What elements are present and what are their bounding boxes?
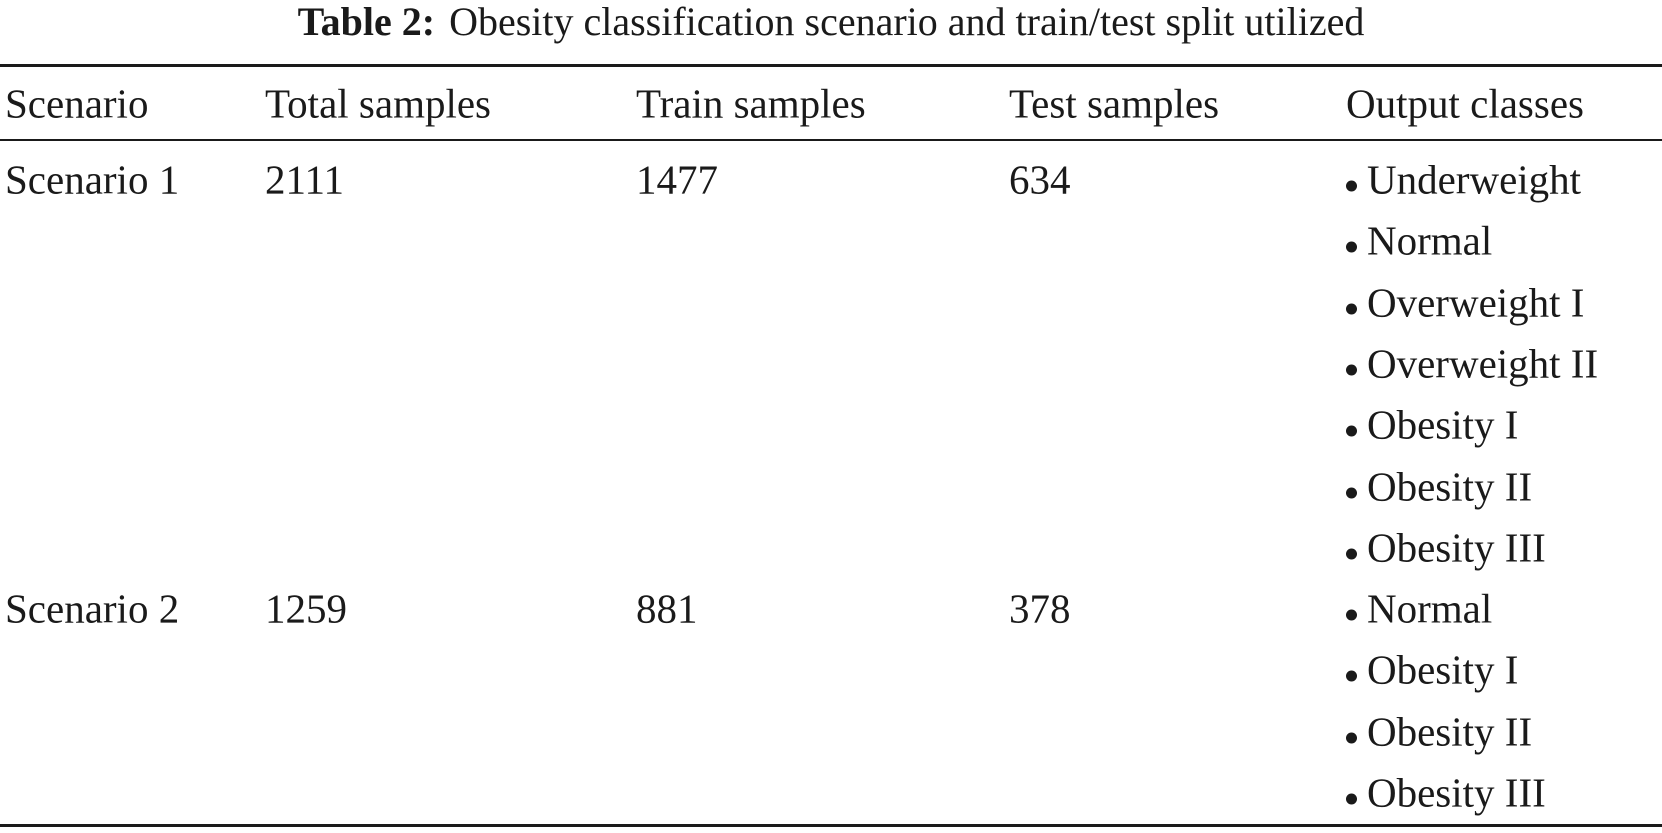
class-item-text: Obesity III [1367,769,1546,816]
bullet [1346,670,1357,682]
class-item-text: Obesity II [1367,463,1533,509]
bullet [1346,793,1357,805]
scenario-cell: Scenario 1 [5,150,179,211]
class-item: Normal [1346,211,1492,272]
caption-label: Table 2: [297,0,436,44]
class-item-text: Normal [1367,217,1493,264]
train-cell: 1477 [636,150,718,211]
class-item: Obesity III [1346,517,1546,578]
column-header: Output classes [1346,74,1584,135]
header-rule [0,139,1662,141]
test-cell: 634 [1009,150,1071,211]
bullet [1346,425,1357,437]
bullet [1346,241,1357,253]
class-item-text: Overweight I [1367,279,1585,326]
scenario-cell-text: Scenario 1 [5,156,180,203]
column-header-text: Output classes [1346,80,1584,127]
scenario-cell-text: Scenario 2 [5,585,180,632]
train-cell: 881 [636,579,698,640]
class-item-text: Obesity II [1367,708,1533,755]
class-item: Normal [1346,579,1492,640]
column-header: Train samples [636,74,866,135]
total-cell-text: 1259 [265,585,347,632]
class-item: Obesity I [1346,640,1518,701]
caption-text: Obesity classification scenario and trai… [449,0,1365,44]
test-cell-text: 378 [1009,585,1071,632]
class-item: Obesity III [1346,763,1546,824]
class-item-text: Obesity I [1367,646,1519,693]
bullet [1346,180,1357,192]
bullet [1346,548,1357,560]
class-item: Overweight II [1346,333,1598,394]
class-item: Obesity I [1346,395,1518,456]
class-item: Overweight I [1346,272,1584,333]
test-cell: 378 [1009,579,1071,640]
bullet [1346,364,1357,376]
class-item-text: Overweight II [1367,340,1599,387]
train-cell-text: 1477 [636,156,718,203]
test-cell-text: 634 [1009,156,1071,203]
class-item-text: Obesity I [1367,401,1519,448]
column-header-text: Scenario [5,80,149,127]
column-header-text: Total samples [265,80,492,127]
bullet [1346,487,1357,499]
column-header-text: Train samples [636,80,866,127]
class-item: Obesity II [1346,701,1532,762]
class-item-text: Normal [1367,585,1493,632]
column-header: Scenario [5,74,148,135]
class-item-text: Obesity III [1367,524,1546,571]
train-cell-text: 881 [636,585,698,632]
total-cell: 2111 [265,150,344,211]
column-header: Test samples [1009,74,1219,135]
bullet [1346,609,1357,621]
top-rule [0,64,1662,67]
column-header-text: Test samples [1009,80,1220,127]
bullet [1346,303,1357,315]
class-item: Obesity II [1346,456,1532,517]
total-cell: 1259 [265,579,347,640]
scenario-cell: Scenario 2 [5,579,179,640]
bullet [1346,732,1357,744]
total-cell-text: 2111 [265,156,344,203]
table-caption: Table 2: Obesity classification scenario … [0,0,1662,44]
bottom-rule [0,824,1662,827]
class-item: Underweight [1346,150,1581,211]
class-item-text: Underweight [1367,156,1582,203]
column-header: Total samples [265,74,491,135]
